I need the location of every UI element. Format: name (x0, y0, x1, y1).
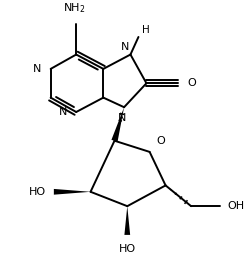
Text: O: O (187, 78, 196, 88)
Text: N: N (118, 113, 127, 123)
Polygon shape (54, 189, 90, 195)
Polygon shape (124, 206, 130, 235)
Text: H: H (142, 25, 149, 35)
Text: N: N (59, 107, 67, 117)
Text: N: N (120, 42, 129, 52)
Text: HO: HO (29, 187, 46, 197)
Polygon shape (111, 107, 124, 141)
Text: HO: HO (119, 244, 136, 255)
Text: OH: OH (228, 201, 245, 211)
Text: N: N (33, 64, 42, 74)
Text: O: O (157, 136, 165, 146)
Text: NH$_2$: NH$_2$ (63, 1, 86, 15)
